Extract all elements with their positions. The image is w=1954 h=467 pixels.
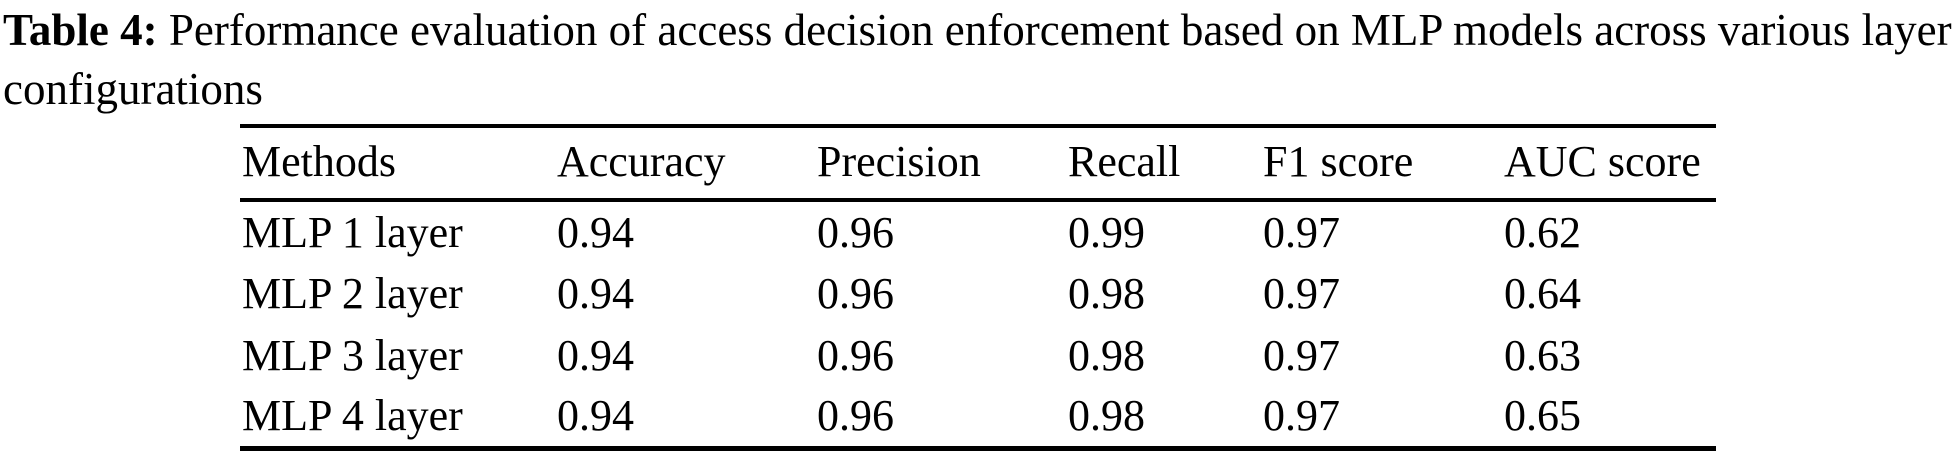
recall-cell: 0.99 — [1068, 207, 1145, 257]
auc-score-cell: 0.62 — [1504, 207, 1581, 257]
recall-cell: 0.98 — [1068, 330, 1145, 380]
column-header-methods: Methods — [240, 126, 555, 202]
table-row: MLP 4 layer 0.94 0.96 0.98 0.97 0.65 — [240, 386, 1716, 448]
table-row: MLP 3 layer 0.94 0.96 0.98 0.97 0.63 — [240, 324, 1716, 386]
performance-table: Methods Accuracy Precision Recall F1 sco… — [240, 124, 1716, 451]
header-row: Methods Accuracy Precision Recall F1 sco… — [240, 126, 1716, 202]
method-cell: MLP 4 layer — [242, 391, 463, 441]
table-row: MLP 1 layer 0.94 0.96 0.99 0.97 0.62 — [240, 200, 1716, 262]
column-header-precision: Precision — [815, 126, 1066, 202]
recall-cell: 0.98 — [1068, 268, 1145, 318]
caption-label: Table 4: — [3, 5, 158, 55]
table-caption: Table 4: Performance evaluation of acces… — [3, 1, 1953, 119]
auc-score-cell: 0.65 — [1504, 391, 1581, 441]
method-cell: MLP 2 layer — [242, 268, 463, 318]
recall-cell: 0.98 — [1068, 391, 1145, 441]
method-cell: MLP 3 layer — [242, 330, 463, 380]
method-cell: MLP 1 layer — [242, 207, 463, 257]
column-header-recall: Recall — [1066, 126, 1261, 202]
table-row: MLP 2 layer 0.94 0.96 0.98 0.97 0.64 — [240, 262, 1716, 324]
accuracy-cell: 0.94 — [557, 268, 634, 318]
f1-score-cell: 0.97 — [1263, 207, 1340, 257]
precision-cell: 0.96 — [817, 391, 894, 441]
f1-score-cell: 0.97 — [1263, 268, 1340, 318]
f1-score-cell: 0.97 — [1263, 391, 1340, 441]
column-header-f1-score: F1 score — [1261, 126, 1502, 202]
auc-score-cell: 0.64 — [1504, 268, 1581, 318]
precision-cell: 0.96 — [817, 268, 894, 318]
accuracy-cell: 0.94 — [557, 391, 634, 441]
accuracy-cell: 0.94 — [557, 330, 634, 380]
column-header-auc-score: AUC score — [1502, 126, 1716, 202]
f1-score-cell: 0.97 — [1263, 330, 1340, 380]
table-container: Methods Accuracy Precision Recall F1 sco… — [240, 124, 1716, 451]
accuracy-cell: 0.94 — [557, 207, 634, 257]
caption-text: Performance evaluation of access decisio… — [3, 5, 1952, 114]
auc-score-cell: 0.63 — [1504, 330, 1581, 380]
column-header-accuracy: Accuracy — [555, 126, 815, 202]
precision-cell: 0.96 — [817, 330, 894, 380]
precision-cell: 0.96 — [817, 207, 894, 257]
